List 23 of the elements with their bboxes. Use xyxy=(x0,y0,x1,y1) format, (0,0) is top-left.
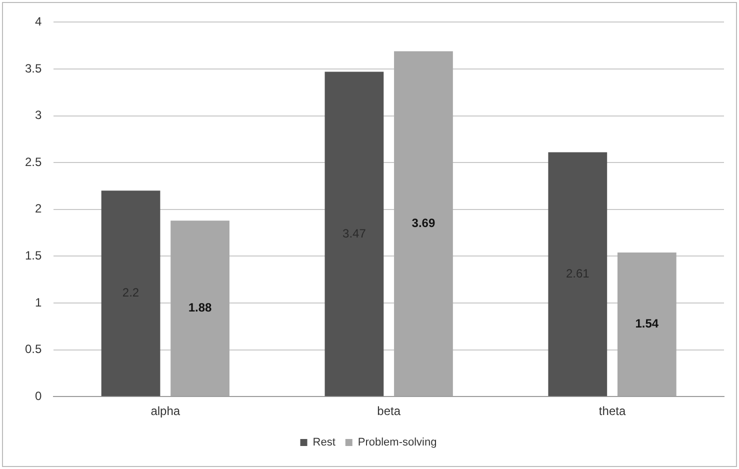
bar xyxy=(101,190,160,396)
bar xyxy=(170,220,230,396)
y-tick-label: 3 xyxy=(34,108,42,122)
bar xyxy=(617,252,676,396)
x-tick-label: beta xyxy=(377,404,401,418)
y-tick-label: 1.5 xyxy=(24,248,42,263)
data-label: 3.69 xyxy=(412,216,436,230)
legend-label: Problem-solving xyxy=(358,436,437,449)
x-tick-label: alpha xyxy=(150,404,180,418)
x-tick-label: theta xyxy=(598,404,626,418)
bar xyxy=(324,72,384,396)
y-tick-label: 0 xyxy=(34,388,42,403)
y-tick-label: 4 xyxy=(34,14,42,29)
data-label: 1.54 xyxy=(635,316,659,331)
bar xyxy=(548,152,608,396)
y-tick-label: 3.5 xyxy=(24,61,42,76)
y-tick-label: 1 xyxy=(34,295,42,310)
legend-label: Rest xyxy=(312,436,336,449)
data-label: 1.88 xyxy=(188,300,212,315)
y-tick-label: 2.5 xyxy=(24,154,42,169)
y-tick-label: 2 xyxy=(34,202,42,216)
bar xyxy=(394,51,453,396)
y-tick-label: 0.5 xyxy=(24,342,42,356)
